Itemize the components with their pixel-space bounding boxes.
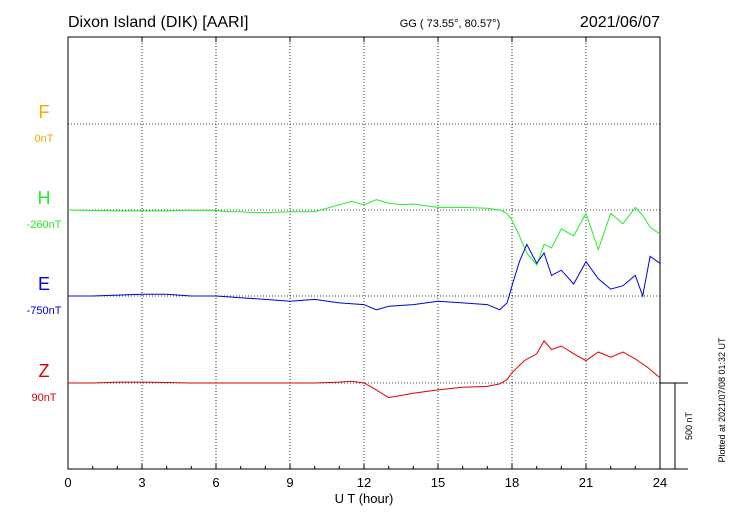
x-tick-label: 15 bbox=[431, 475, 445, 490]
channel-name-e: E bbox=[38, 274, 50, 294]
x-tick-label: 3 bbox=[138, 475, 145, 490]
x-tick-label: 9 bbox=[286, 475, 293, 490]
x-tick-label: 12 bbox=[357, 475, 371, 490]
channel-baseline-e: -750nT bbox=[27, 305, 62, 317]
series-group bbox=[67, 199, 661, 399]
station-title: Dixon Island (DIK) [AARI] bbox=[68, 14, 249, 31]
series-line-e bbox=[68, 243, 661, 311]
series-line-z bbox=[68, 340, 661, 399]
x-tick-label: 21 bbox=[579, 475, 593, 490]
chart-date: 2021/06/07 bbox=[580, 14, 660, 31]
x-axis-label: U T (hour) bbox=[335, 491, 394, 506]
plotted-timestamp: Plotted at 2021/07/08 01:32 UT bbox=[717, 337, 727, 463]
channel-baseline-f: 0nT bbox=[35, 133, 54, 145]
x-tick-label: 24 bbox=[653, 475, 667, 490]
channel-name-h: H bbox=[38, 188, 51, 208]
channel-name-z: Z bbox=[39, 361, 50, 381]
scale-bar-label: 500 nT bbox=[684, 411, 694, 440]
channel-baseline-h: -260nT bbox=[27, 219, 62, 231]
x-tick-label: 18 bbox=[505, 475, 519, 490]
series-line-h bbox=[67, 199, 661, 266]
channel-labels: F 0nT H -260nT E -750nT Z 90nT bbox=[27, 102, 62, 404]
scale-bar: 500 nT bbox=[660, 382, 694, 470]
x-tick-label: 0 bbox=[64, 475, 71, 490]
station-coordinates: GG ( 73.55°, 80.57°) bbox=[400, 18, 501, 30]
channel-baseline-z: 90nT bbox=[31, 392, 56, 404]
channel-name-f: F bbox=[39, 102, 50, 122]
grid bbox=[68, 37, 660, 469]
x-ticks: 0 3 6 9 12 15 18 21 24 bbox=[64, 37, 667, 490]
x-tick-label: 6 bbox=[212, 475, 219, 490]
